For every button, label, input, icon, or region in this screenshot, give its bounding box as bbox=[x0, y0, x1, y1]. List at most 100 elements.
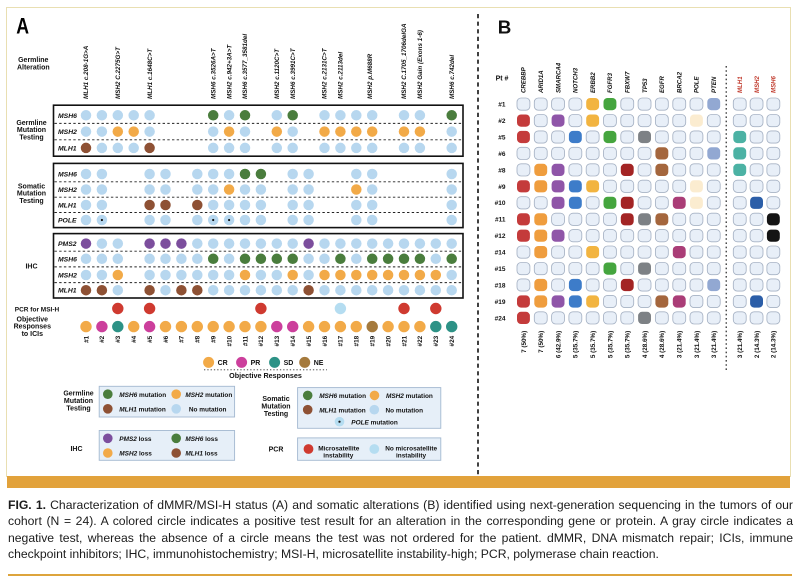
svg-text:#15: #15 bbox=[495, 266, 506, 273]
svg-text:Responses: Responses bbox=[14, 324, 51, 331]
svg-text:#15: #15 bbox=[306, 335, 313, 346]
svg-text:4 (28.6%): 4 (28.6%) bbox=[659, 331, 666, 358]
svg-text:#13: #13 bbox=[274, 335, 281, 346]
svg-text:#18: #18 bbox=[354, 335, 361, 346]
svg-text:#16: #16 bbox=[322, 335, 329, 346]
svg-text:PR: PR bbox=[251, 360, 261, 367]
svg-text:#21: #21 bbox=[401, 335, 408, 346]
svg-text:#1: #1 bbox=[498, 102, 506, 109]
svg-text:SD: SD bbox=[284, 360, 294, 367]
svg-text:IHC: IHC bbox=[25, 264, 37, 271]
svg-text:MSH2: MSH2 bbox=[58, 129, 77, 136]
svg-text:No mutation: No mutation bbox=[189, 406, 227, 413]
svg-text:EGFR: EGFR bbox=[659, 75, 666, 93]
svg-text:PCR for MSI-H: PCR for MSI-H bbox=[15, 306, 60, 313]
svg-text:A: A bbox=[16, 13, 29, 38]
svg-text:#12: #12 bbox=[258, 335, 265, 346]
svg-text:6 (42.9%): 6 (42.9%) bbox=[555, 331, 562, 358]
svg-text:PMS2: PMS2 bbox=[58, 241, 77, 248]
svg-text:POLE: POLE bbox=[58, 218, 77, 225]
svg-text:#18: #18 bbox=[495, 282, 506, 289]
svg-text:Mutation: Mutation bbox=[17, 191, 46, 198]
svg-text:#24: #24 bbox=[495, 315, 506, 322]
svg-text:MSH2: MSH2 bbox=[58, 187, 77, 194]
svg-text:#19: #19 bbox=[495, 299, 506, 306]
svg-text:Testing: Testing bbox=[19, 198, 43, 205]
svg-text:7 (50%): 7 (50%) bbox=[538, 331, 545, 353]
svg-text:Somatic: Somatic bbox=[18, 183, 45, 190]
svg-text:SMARCA4: SMARCA4 bbox=[555, 62, 562, 93]
svg-text:#11: #11 bbox=[242, 335, 249, 346]
svg-text:MSH6: MSH6 bbox=[58, 172, 77, 179]
svg-text:IHC: IHC bbox=[70, 446, 82, 453]
svg-text:#8: #8 bbox=[195, 335, 202, 343]
svg-text:Testing: Testing bbox=[66, 405, 90, 412]
svg-text:Testing: Testing bbox=[264, 411, 288, 418]
svg-text:Objective Responses: Objective Responses bbox=[229, 371, 302, 380]
svg-text:NE: NE bbox=[314, 360, 324, 367]
svg-text:instability: instability bbox=[396, 453, 426, 460]
svg-text:Objective: Objective bbox=[17, 316, 49, 323]
svg-text:#2: #2 bbox=[99, 335, 106, 343]
svg-text:Testing: Testing bbox=[19, 135, 43, 142]
svg-text:to ICIs: to ICIs bbox=[22, 331, 43, 338]
svg-text:Germline: Germline bbox=[18, 57, 48, 64]
svg-text:3 (21.4%): 3 (21.4%) bbox=[677, 331, 684, 358]
svg-text:#6: #6 bbox=[498, 151, 506, 158]
svg-text:5 (35.7%): 5 (35.7%) bbox=[607, 331, 614, 358]
svg-text:3 (21.4%): 3 (21.4%) bbox=[694, 331, 701, 358]
svg-text:BRCA2: BRCA2 bbox=[676, 71, 683, 93]
svg-text:MSH6 c.3577_3581del: MSH6 c.3577_3581del bbox=[242, 34, 249, 99]
svg-text:MSH6 mutation: MSH6 mutation bbox=[319, 393, 366, 400]
svg-text:5 (35.7%): 5 (35.7%) bbox=[625, 331, 632, 358]
svg-text:MLH1 mutation: MLH1 mutation bbox=[319, 407, 366, 414]
svg-text:PCR: PCR bbox=[269, 447, 284, 454]
svg-text:MSH6 c.3991C>T: MSH6 c.3991C>T bbox=[290, 47, 297, 99]
svg-text:FGFR3: FGFR3 bbox=[607, 72, 614, 93]
svg-text:FBXW7: FBXW7 bbox=[625, 71, 632, 93]
svg-text:Alteration: Alteration bbox=[17, 65, 50, 72]
svg-text:MSH6 c.742del: MSH6 c.742del bbox=[449, 55, 456, 99]
svg-text:MLH1 c.1648C>T: MLH1 c.1648C>T bbox=[147, 48, 154, 99]
svg-text:MSH2 mutation: MSH2 mutation bbox=[386, 393, 433, 400]
svg-text:#10: #10 bbox=[495, 200, 506, 207]
svg-text:MLH1: MLH1 bbox=[58, 145, 77, 152]
svg-text:MSH6: MSH6 bbox=[58, 113, 77, 120]
svg-text:#14: #14 bbox=[290, 335, 297, 346]
svg-text:MSH2 c.2131C>T: MSH2 c.2131C>T bbox=[322, 47, 329, 99]
svg-text:MSH2: MSH2 bbox=[754, 75, 761, 93]
svg-text:2 (14.3%): 2 (14.3%) bbox=[754, 331, 761, 358]
svg-text:MSH2 c.2113del: MSH2 c.2113del bbox=[338, 52, 345, 99]
svg-text:MSH2 c.1120C>T: MSH2 c.1120C>T bbox=[274, 48, 281, 99]
svg-text:MSH2 c.942+3A>T: MSH2 c.942+3A>T bbox=[226, 44, 233, 99]
svg-text:Germline: Germline bbox=[16, 120, 46, 127]
svg-text:3 (21.4%): 3 (21.4%) bbox=[737, 331, 744, 358]
svg-text:MSH2 C.1705_1706delGA: MSH2 C.1705_1706delGA bbox=[401, 23, 408, 99]
svg-text:MSH2 mutation: MSH2 mutation bbox=[185, 392, 232, 399]
svg-text:Microsatellite: Microsatellite bbox=[318, 445, 360, 452]
svg-text:#22: #22 bbox=[417, 335, 424, 346]
svg-text:#12: #12 bbox=[495, 233, 506, 240]
svg-text:#24: #24 bbox=[449, 335, 456, 346]
svg-text:No mutation: No mutation bbox=[386, 407, 424, 414]
svg-text:5 (35.7%): 5 (35.7%) bbox=[573, 331, 580, 358]
svg-text:5 (35.7%): 5 (35.7%) bbox=[590, 331, 597, 358]
svg-text:Somatic: Somatic bbox=[262, 396, 289, 403]
svg-text:MLH1: MLH1 bbox=[58, 288, 77, 295]
svg-text:MSH2 C.2275G>T: MSH2 C.2275G>T bbox=[115, 46, 122, 99]
svg-text:Mutation: Mutation bbox=[261, 403, 290, 410]
svg-text:MSH2 loss: MSH2 loss bbox=[119, 451, 152, 458]
svg-text:NOTCH3: NOTCH3 bbox=[573, 67, 580, 93]
svg-text:#14: #14 bbox=[495, 250, 506, 257]
svg-text:PTEN: PTEN bbox=[711, 76, 718, 93]
svg-text:MSH6: MSH6 bbox=[771, 75, 778, 93]
svg-text:MLH1: MLH1 bbox=[58, 203, 77, 210]
svg-text:#2: #2 bbox=[498, 118, 506, 125]
svg-text:#23: #23 bbox=[433, 335, 440, 346]
svg-text:7 (50%): 7 (50%) bbox=[521, 331, 528, 353]
svg-text:MLH1 c.208-1G>A: MLH1 c.208-1G>A bbox=[83, 45, 90, 99]
svg-text:#9: #9 bbox=[498, 184, 506, 191]
svg-text:#4: #4 bbox=[131, 335, 138, 343]
svg-text:PMS2 loss: PMS2 loss bbox=[119, 436, 152, 443]
svg-text:No microsatellite: No microsatellite bbox=[385, 445, 437, 452]
